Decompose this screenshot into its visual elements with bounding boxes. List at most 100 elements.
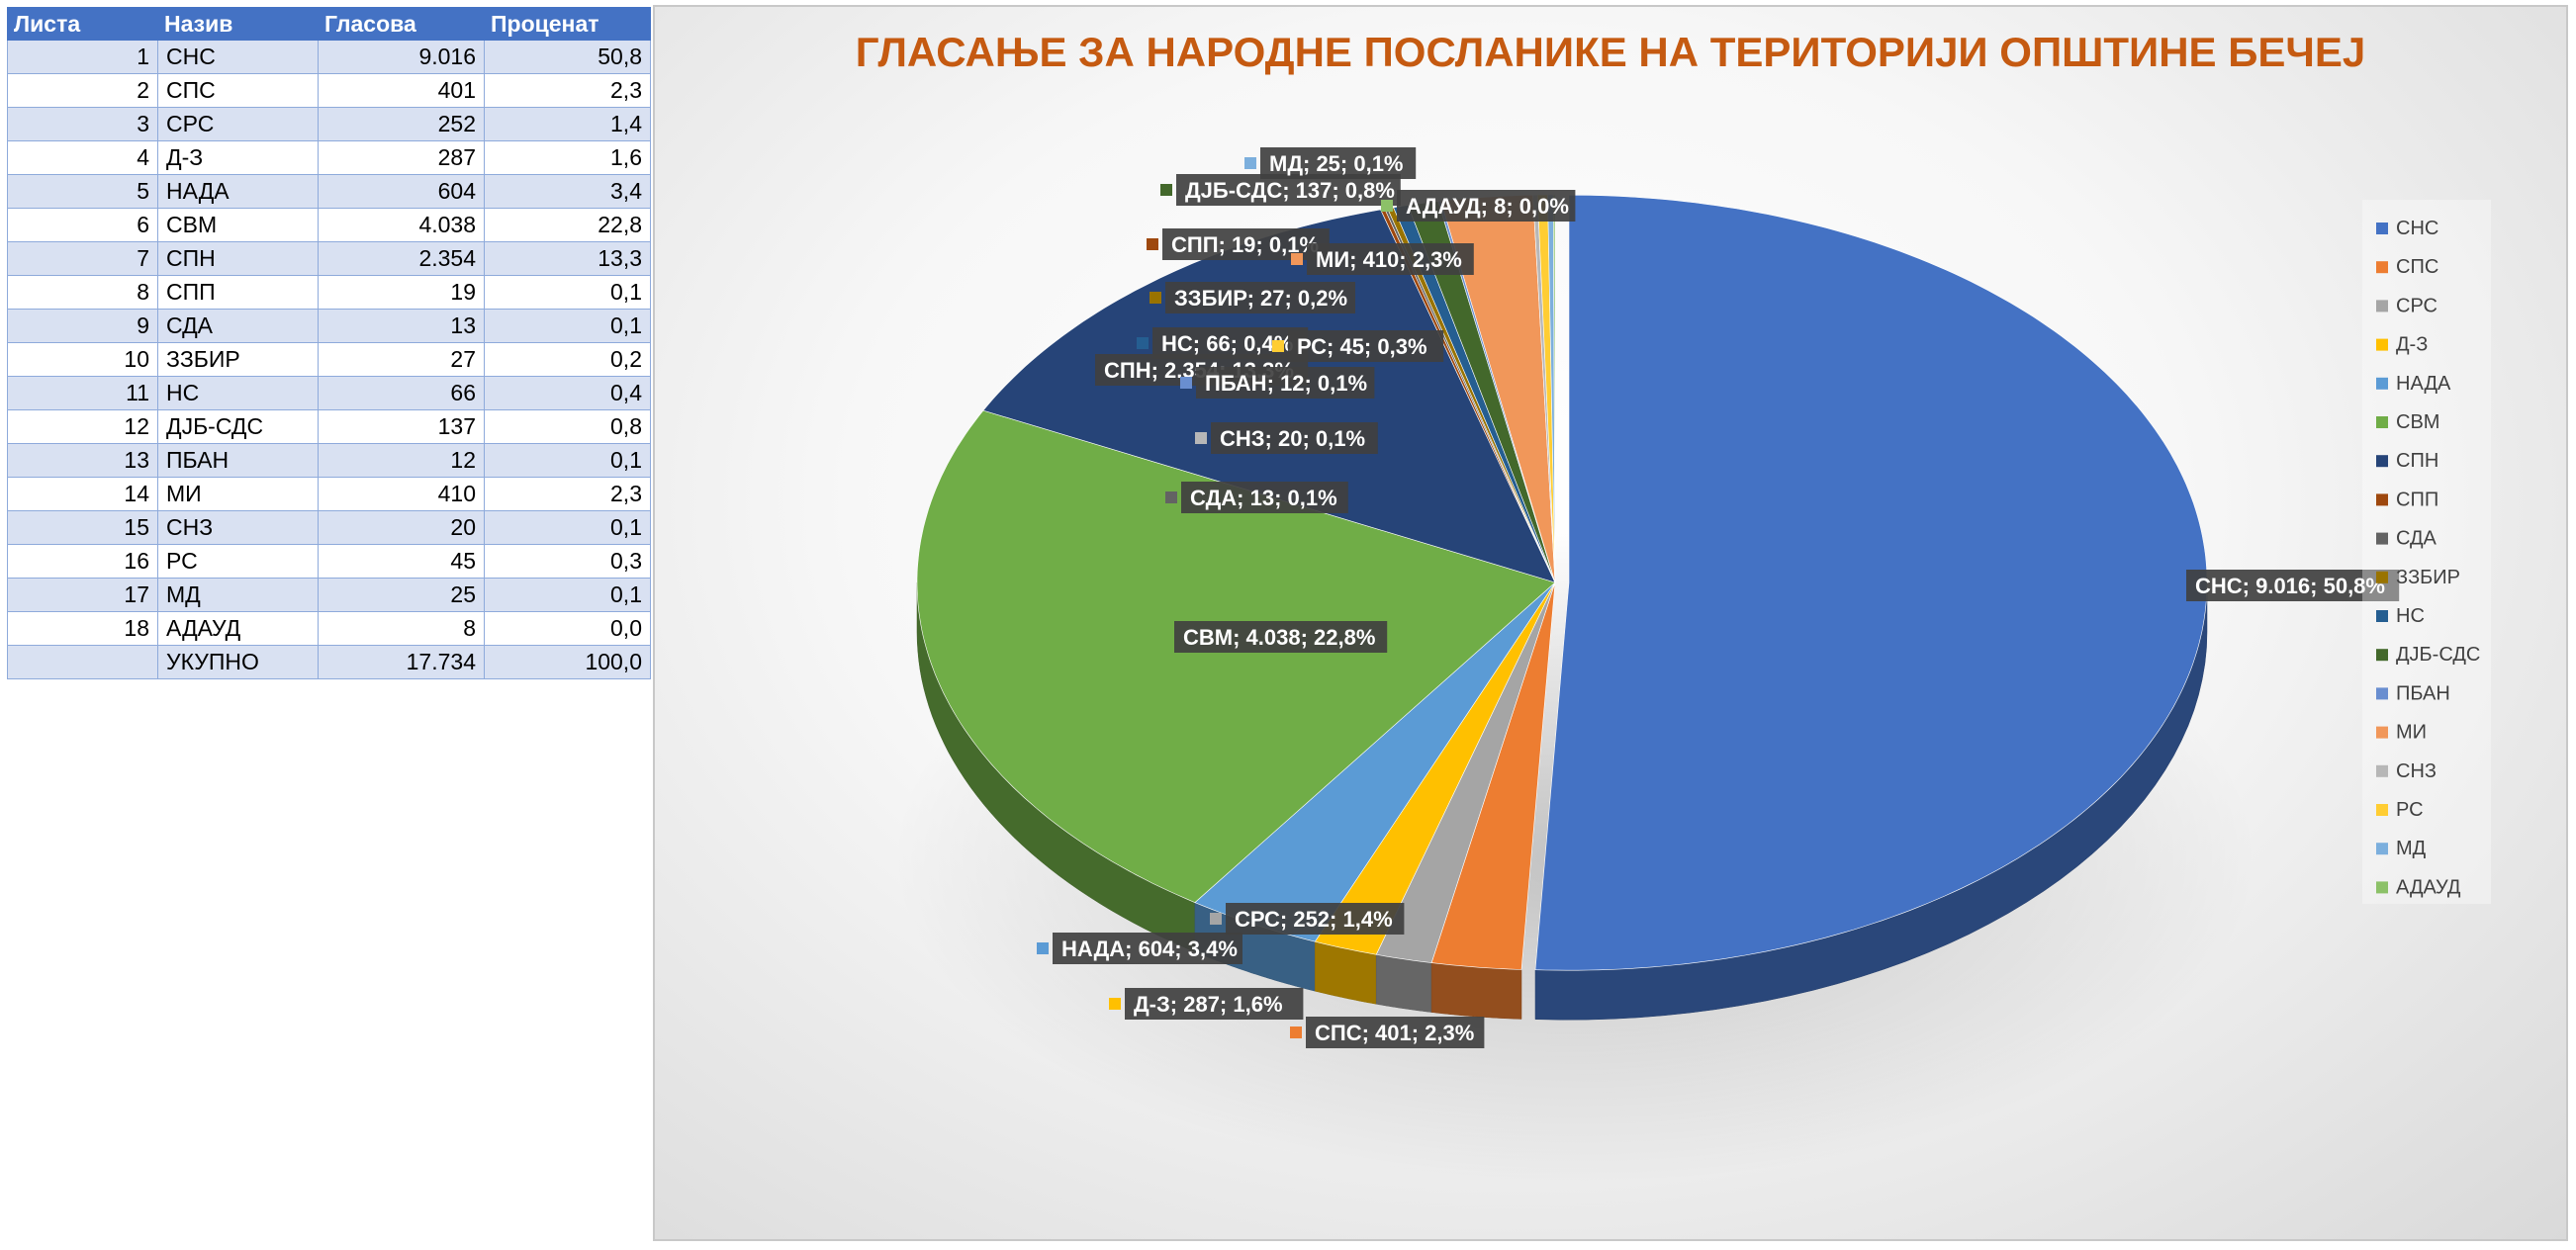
legend-item-СДА: СДА bbox=[2376, 528, 2438, 550]
table-row: 18 АДАУД 8 0,0 bbox=[7, 611, 651, 646]
table-row: 7 СПН 2.354 13,3 bbox=[7, 241, 651, 276]
data-label-text: НС; 66; 0,4% bbox=[1161, 331, 1293, 356]
table-cell: 66 bbox=[318, 376, 485, 410]
table-cell: 0,1 bbox=[484, 510, 651, 545]
legend-label: НАДА bbox=[2396, 373, 2451, 395]
table-cell bbox=[7, 645, 158, 679]
results-table: Листа Назив Гласова Проценат 1 СНС 9.016 50,8 2… bbox=[7, 7, 651, 679]
table-cell: 7 bbox=[7, 241, 158, 276]
table-cell: 8 bbox=[318, 611, 485, 646]
legend-item-НАДА: НАДА bbox=[2376, 373, 2451, 395]
table-row: 15 СНЗ 20 0,1 bbox=[7, 510, 651, 545]
table-cell: СРС bbox=[157, 107, 319, 141]
table-row: 14 МИ 410 2,3 bbox=[7, 477, 651, 511]
legend-swatch bbox=[2376, 571, 2388, 583]
table-row: 17 МД 25 0,1 bbox=[7, 578, 651, 612]
legend-swatch bbox=[2376, 223, 2388, 234]
chart-area: ГЛАСАЊЕ ЗА НАРОДНЕ ПОСЛАНИКЕ НА ТЕРИТОРИ… bbox=[653, 5, 2568, 1241]
table-row: 2 СПС 401 2,3 bbox=[7, 73, 651, 108]
legend-label: СПС bbox=[2396, 256, 2438, 278]
legend-item-ЗЗБИР: ЗЗБИР bbox=[2376, 567, 2460, 588]
table-body: 1 СНС 9.016 50,8 2 СПС 401 2,3 3 СРС 252 1,4 4 Д-З 287… bbox=[7, 40, 651, 679]
table-cell: 0,0 bbox=[484, 611, 651, 646]
data-label-АДАУД: АДАУД; 8; 0,0% bbox=[1381, 190, 1576, 222]
table-cell: 410 bbox=[318, 477, 485, 511]
data-label-text: СРС; 252; 1,4% bbox=[1235, 907, 1393, 932]
legend-swatch bbox=[2376, 261, 2388, 274]
pie-chart: СНС; 9.016; 50,8% СПС; 401; 2,3% СРС; 252;… bbox=[892, 147, 2491, 1184]
table-cell: 13,3 bbox=[484, 241, 651, 276]
pie-slice-СПС bbox=[1430, 581, 1556, 970]
table-cell: 401 bbox=[318, 73, 485, 108]
data-label-МД: МД; 25; 0,1% bbox=[1244, 147, 1417, 179]
legend-swatch bbox=[2376, 300, 2388, 312]
data-label-ДЈБ-СДС: ДЈБ-СДС; 137; 0,8% bbox=[1160, 174, 1401, 206]
table-row: 1 СНС 9.016 50,8 bbox=[7, 40, 651, 74]
table-row: 5 НАДА 604 3,4 bbox=[7, 174, 651, 209]
legend-label: СНЗ bbox=[2396, 760, 2437, 782]
legend-item-СПС: СПС bbox=[2376, 256, 2438, 278]
table-cell: 13 bbox=[318, 309, 485, 343]
legend-swatch bbox=[2376, 338, 2388, 351]
table-cell: 0,1 bbox=[484, 275, 651, 310]
legend-label: ДЈБ-СДС bbox=[2396, 644, 2480, 666]
table-total-row: УКУПНО 17.734 100,0 bbox=[7, 645, 651, 679]
table-cell: СПС bbox=[157, 73, 319, 108]
table-cell: СПП bbox=[157, 275, 319, 310]
table-cell: 0,1 bbox=[484, 309, 651, 343]
table-cell: 12 bbox=[7, 409, 158, 444]
table-cell: 27 bbox=[318, 342, 485, 377]
legend-label: СДА bbox=[2396, 528, 2438, 550]
legend-label: НС bbox=[2396, 605, 2425, 627]
legend-label: ЗЗБИР bbox=[2396, 567, 2460, 588]
legend-item-СНЗ: СНЗ bbox=[2376, 760, 2437, 782]
table-row: 11 НС 66 0,4 bbox=[7, 376, 651, 410]
table-cell: 12 bbox=[318, 443, 485, 478]
data-label-text: СВМ; 4.038; 22,8% bbox=[1183, 625, 1375, 650]
legend-item-ДЈБ-СДС: ДЈБ-СДС bbox=[2376, 644, 2480, 666]
legend-swatch bbox=[2376, 687, 2388, 700]
table-cell: УКУПНО bbox=[157, 645, 319, 679]
table-row: 6 СВМ 4.038 22,8 bbox=[7, 208, 651, 242]
data-label-НАДА: НАДА; 604; 3,4% bbox=[1037, 933, 1242, 964]
data-label-text: СПП; 19; 0,1% bbox=[1171, 232, 1319, 257]
legend-swatch bbox=[2376, 649, 2388, 662]
legend-item-СНС: СНС bbox=[2376, 218, 2438, 239]
data-label-ЗЗБИР: ЗЗБИР; 27; 0,2% bbox=[1150, 282, 1355, 313]
legend-label: СПН bbox=[2396, 450, 2438, 472]
data-label-text: СПС; 401; 2,3% bbox=[1315, 1021, 1474, 1045]
data-label-text: СДА; 13; 0,1% bbox=[1190, 486, 1337, 510]
table-cell: 22,8 bbox=[484, 208, 651, 242]
data-label-text: МИ; 410; 2,3% bbox=[1316, 247, 1462, 272]
table-cell: 2 bbox=[7, 73, 158, 108]
table-cell: 14 bbox=[7, 477, 158, 511]
legend-label: АДАУД bbox=[2396, 876, 2461, 898]
table-cell: СНС bbox=[157, 40, 319, 74]
table-cell: Д-З bbox=[157, 140, 319, 175]
legend-swatch bbox=[2376, 610, 2388, 622]
table-cell: 6 bbox=[7, 208, 158, 242]
table-cell: СПН bbox=[157, 241, 319, 276]
table-cell: 100,0 bbox=[484, 645, 651, 679]
data-label-СНЗ: СНЗ; 20; 0,1% bbox=[1195, 422, 1378, 454]
table-cell: РС bbox=[157, 544, 319, 579]
table-cell: 0,1 bbox=[484, 578, 651, 612]
table-cell: 604 bbox=[318, 174, 485, 209]
data-label-text: АДАУД; 8; 0,0% bbox=[1406, 194, 1569, 219]
table-cell: 0,1 bbox=[484, 443, 651, 478]
table-cell: ЗЗБИР bbox=[157, 342, 319, 377]
legend-label: СПП bbox=[2396, 489, 2438, 510]
legend-item-СРС: СРС bbox=[2376, 295, 2438, 316]
pie-slice-СВМ bbox=[916, 409, 1556, 903]
table-cell: 16 bbox=[7, 544, 158, 579]
table-cell: 1,4 bbox=[484, 107, 651, 141]
legend-swatch bbox=[2376, 804, 2388, 816]
column-header: Листа bbox=[7, 7, 158, 41]
pie-side-СРС bbox=[1375, 954, 1432, 1013]
legend-item-ПБАН: ПБАН bbox=[2376, 682, 2450, 704]
table-cell: ДЈБ-СДС bbox=[157, 409, 319, 444]
table-cell: 252 bbox=[318, 107, 485, 141]
data-label-text: СНС; 9.016; 50,8% bbox=[2195, 574, 2385, 598]
table-cell: 0,4 bbox=[484, 376, 651, 410]
legend-item-МД: МД bbox=[2376, 838, 2427, 859]
